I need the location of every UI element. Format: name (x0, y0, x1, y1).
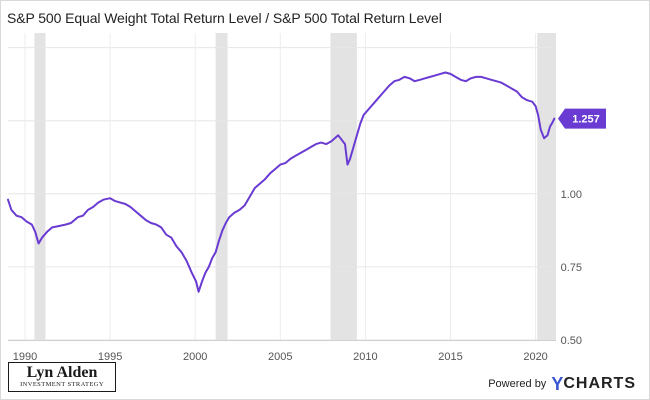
recession-band-3 (330, 33, 357, 340)
x-axis-ticks: 1990 1995 2000 2005 2010 2015 2020 (13, 351, 548, 363)
x-tick-label: 2015 (438, 351, 462, 363)
x-tick-label: 2020 (523, 351, 547, 363)
series-line-path (7, 71, 556, 293)
ycharts-logo-text: CHARTS (563, 375, 636, 392)
last-value-label: 1.257 (572, 114, 600, 126)
recession-band-1 (34, 33, 46, 340)
lyn-alden-logo: Lyn Alden INVESTMENT STRATEGY (8, 362, 116, 392)
recession-bands (34, 33, 556, 340)
recession-band-2 (215, 33, 228, 340)
x-tick-label: 2010 (353, 351, 377, 363)
gridlines (8, 33, 556, 341)
last-value-flag (558, 108, 606, 129)
y-tick-label: 0.75 (561, 262, 582, 274)
x-tick-label: 1995 (98, 351, 122, 363)
y-tick-label: 0.50 (561, 335, 582, 347)
ycharts-logo-mark: Y (551, 374, 564, 394)
y-axis-ticks: 0.50 0.75 1.00 (561, 189, 582, 347)
series-line (7, 71, 556, 293)
y-tick-label: 1.00 (561, 189, 582, 201)
x-tick-label: 1990 (13, 351, 37, 363)
logo-name: Lyn Alden (26, 364, 98, 381)
powered-by-ycharts[interactable]: Powered by Y CHARTS (488, 375, 636, 393)
x-tick-label: 2005 (268, 351, 292, 363)
chart-title: S&P 500 Equal Weight Total Return Level … (7, 10, 442, 26)
recession-band-4 (537, 33, 556, 340)
logo-subtitle: INVESTMENT STRATEGY (20, 381, 104, 388)
last-value-marker: 1.257 (558, 108, 606, 129)
powered-by-label: Powered by (488, 378, 547, 390)
x-tick-label: 2000 (183, 351, 207, 363)
